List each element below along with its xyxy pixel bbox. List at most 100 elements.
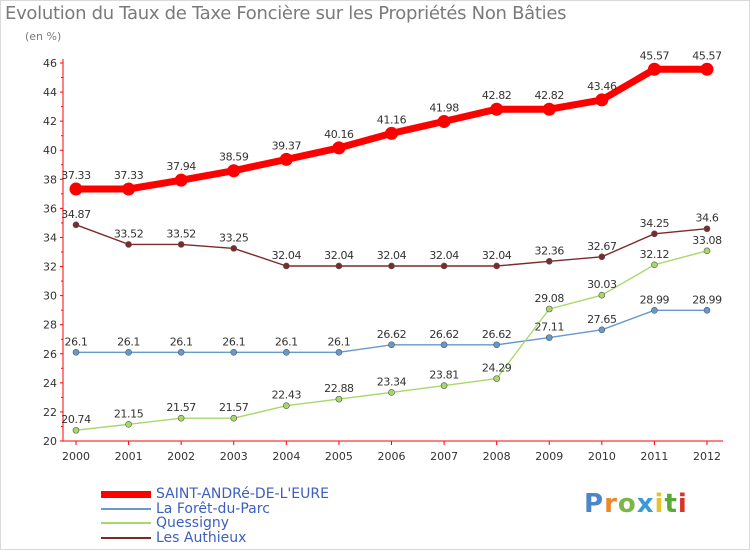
data-point — [703, 225, 711, 233]
data-point — [72, 221, 80, 229]
x-tick-label: 2001 — [115, 450, 143, 463]
x-tick-label: 2005 — [325, 450, 353, 463]
data-point — [177, 414, 185, 422]
data-label: 27.65 — [587, 313, 617, 326]
data-label: 32.04 — [272, 249, 302, 262]
data-point — [595, 93, 609, 107]
legend-item-la-foret-du-parc: La Forêt-du-Parc — [101, 501, 270, 517]
data-label: 37.33 — [61, 169, 91, 182]
data-point — [72, 426, 80, 434]
proxiti-logo: Proxiti — [584, 489, 688, 519]
legend-swatch — [101, 508, 151, 510]
data-label: 41.98 — [429, 101, 459, 114]
data-label: 37.94 — [166, 160, 196, 173]
x-tick-label: 2004 — [272, 450, 300, 463]
legend-label: La Forêt-du-Parc — [156, 501, 270, 517]
data-point — [493, 375, 500, 382]
data-point — [174, 173, 188, 187]
legend-item-quessigny: Quessigny — [101, 515, 229, 531]
data-label: 24.29 — [482, 362, 512, 375]
y-tick-label: 20 — [43, 435, 57, 448]
data-label: 33.52 — [166, 227, 196, 240]
legend-item-les-authieux: Les Authieux — [101, 530, 246, 546]
x-tick-label: 2006 — [378, 450, 406, 463]
logo-letter: o — [617, 489, 637, 519]
data-label: 45.57 — [692, 49, 722, 62]
data-label: 42.82 — [482, 89, 512, 102]
data-point — [545, 258, 553, 265]
data-label: 32.04 — [377, 249, 407, 262]
x-tick-label: 2000 — [62, 450, 90, 463]
x-tick-label: 2008 — [483, 450, 511, 463]
data-label: 21.57 — [166, 401, 196, 414]
data-label: 39.37 — [272, 139, 302, 152]
x-tick-label: 2007 — [430, 450, 458, 463]
data-point — [440, 382, 448, 389]
logo-letter: P — [584, 489, 605, 519]
data-label: 32.67 — [587, 240, 617, 253]
data-point — [437, 114, 451, 128]
data-label: 26.62 — [377, 328, 407, 341]
chart-title: Evolution du Taux de Taxe Foncière sur l… — [5, 3, 567, 24]
data-point — [490, 102, 504, 116]
data-label: 42.82 — [535, 89, 565, 102]
data-point — [177, 349, 185, 356]
data-point — [493, 262, 500, 270]
data-point — [122, 182, 136, 196]
y-tick-label: 30 — [43, 290, 57, 303]
legend-label: SAINT-ANDRé-DE-L'EURE — [156, 486, 329, 502]
unit-label: (en %) — [25, 30, 62, 43]
x-tick-label: 2010 — [588, 450, 616, 463]
data-label: 26.1 — [117, 335, 140, 348]
data-point — [69, 182, 83, 196]
data-point — [598, 291, 606, 299]
data-label: 29.08 — [535, 292, 565, 305]
data-label: 28.99 — [640, 293, 670, 306]
data-label: 26.1 — [275, 335, 298, 348]
data-label: 43.46 — [587, 80, 617, 93]
data-label: 45.57 — [640, 49, 670, 62]
data-label: 26.1 — [327, 335, 350, 348]
y-tick-label: 40 — [43, 144, 57, 157]
data-point — [230, 349, 238, 356]
data-point — [177, 241, 185, 248]
data-label: 32.04 — [482, 249, 512, 262]
data-label: 32.04 — [324, 249, 354, 262]
x-tick-label: 2011 — [640, 450, 668, 463]
y-tick-label: 36 — [43, 202, 57, 215]
data-label: 21.57 — [219, 401, 249, 414]
x-tick-label: 2002 — [167, 450, 195, 463]
legend-label: Les Authieux — [156, 530, 247, 546]
data-point — [283, 262, 290, 270]
data-label: 26.62 — [482, 328, 512, 341]
legend-swatch — [101, 490, 151, 498]
logo-letter: t — [664, 489, 678, 519]
data-label: 40.16 — [324, 128, 354, 141]
legend-item-saint-andre: SAINT-ANDRé-DE-L'EURE — [101, 486, 329, 502]
data-point — [703, 247, 711, 255]
data-point — [651, 261, 658, 269]
data-label: 20.74 — [61, 413, 91, 426]
data-label: 41.16 — [377, 113, 407, 126]
data-point — [545, 305, 553, 313]
data-point — [335, 349, 343, 356]
data-point — [283, 402, 290, 409]
y-tick-label: 24 — [43, 377, 57, 390]
data-point — [651, 306, 658, 314]
data-label: 38.59 — [219, 151, 249, 164]
data-point — [385, 126, 398, 140]
data-label: 26.1 — [170, 335, 193, 348]
data-point — [125, 349, 132, 356]
x-tick-label: 2012 — [693, 450, 721, 463]
data-label: 34.6 — [696, 212, 719, 225]
data-point — [279, 152, 293, 166]
data-label: 30.03 — [587, 278, 617, 291]
data-point — [440, 262, 448, 270]
logo-letter: x — [636, 489, 655, 519]
data-label: 27.11 — [535, 321, 565, 334]
data-point — [647, 62, 661, 76]
y-tick-label: 22 — [43, 406, 57, 419]
data-label: 28.99 — [692, 293, 722, 306]
